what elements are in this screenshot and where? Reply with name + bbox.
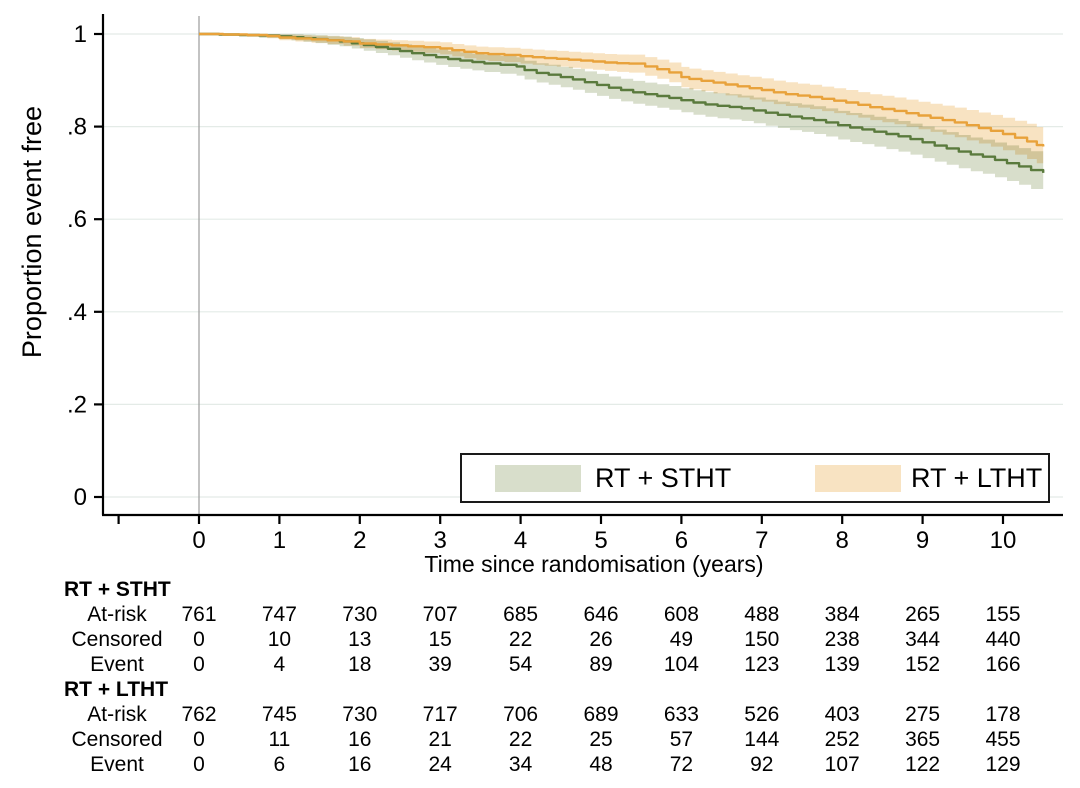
risk-table-value: 646: [566, 603, 636, 627]
risk-table-value: 455: [968, 728, 1038, 752]
risk-table-value: 16: [325, 753, 395, 777]
km-figure: 0.2.4.6.81012345678910 Proportion event …: [0, 0, 1080, 788]
risk-table-value: 25: [566, 728, 636, 752]
risk-table-value: 15: [405, 628, 475, 652]
risk-table-value: 0: [164, 728, 234, 752]
risk-table-value: 18: [325, 653, 395, 677]
y-tick-label: .2: [67, 391, 87, 418]
legend-label-ltht: RT + LTHT: [911, 455, 1042, 501]
x-tick-label: 5: [594, 527, 607, 554]
risk-table-value: 689: [566, 703, 636, 727]
risk-table-value: 0: [164, 753, 234, 777]
risk-table-value: 54: [486, 653, 556, 677]
risk-table-value: 92: [727, 753, 797, 777]
risk-table-value: 48: [566, 753, 636, 777]
risk-table-value: 706: [486, 703, 556, 727]
risk-table-value: 39: [405, 653, 475, 677]
risk-table-value: 21: [405, 728, 475, 752]
y-tick-label: .4: [67, 299, 87, 326]
risk-table-value: 6: [244, 753, 314, 777]
risk-table-value: 707: [405, 603, 475, 627]
legend-swatch-stht: [495, 465, 581, 492]
risk-table-value: 139: [807, 653, 877, 677]
risk-table-value: 717: [405, 703, 475, 727]
risk-table-value: 344: [888, 628, 958, 652]
risk-table-value: 57: [646, 728, 716, 752]
risk-table-value: 608: [646, 603, 716, 627]
risk-table-value: 761: [164, 603, 234, 627]
x-tick-label: 4: [514, 527, 527, 554]
risk-table-value: 440: [968, 628, 1038, 652]
risk-table-value: 166: [968, 653, 1038, 677]
y-tick-label: .8: [67, 114, 87, 141]
risk-table-value: 26: [566, 628, 636, 652]
risk-table-value: 152: [888, 653, 958, 677]
risk-table-value: 122: [888, 753, 958, 777]
risk-table-value: 89: [566, 653, 636, 677]
x-tick-label: 2: [353, 527, 366, 554]
risk-table-group-header: RT + LTHT: [64, 678, 168, 702]
x-tick-label: 9: [916, 527, 929, 554]
risk-table-value: 178: [968, 703, 1038, 727]
risk-table-value: 123: [727, 653, 797, 677]
legend: RT + STHT RT + LTHT: [460, 453, 1050, 503]
x-tick-label: 8: [836, 527, 849, 554]
risk-table-value: 107: [807, 753, 877, 777]
risk-table-group-header: RT + STHT: [64, 578, 171, 602]
risk-table-value: 252: [807, 728, 877, 752]
risk-table-value: 745: [244, 703, 314, 727]
x-tick-label: 0: [192, 527, 205, 554]
risk-table-value: 150: [727, 628, 797, 652]
risk-table-value: 275: [888, 703, 958, 727]
risk-table-value: 238: [807, 628, 877, 652]
risk-table-value: 24: [405, 753, 475, 777]
y-tick-label: 0: [74, 484, 87, 511]
risk-table-value: 747: [244, 603, 314, 627]
risk-table-value: 104: [646, 653, 716, 677]
x-tick-label: 10: [990, 527, 1017, 554]
risk-table-value: 22: [486, 628, 556, 652]
risk-table-value: 13: [325, 628, 395, 652]
legend-swatch-ltht: [815, 465, 901, 492]
risk-table-value: 488: [727, 603, 797, 627]
y-tick-label: .6: [67, 206, 87, 233]
x-tick-label: 7: [755, 527, 768, 554]
risk-table-value: 685: [486, 603, 556, 627]
y-axis-title: Proportion event free: [12, 52, 52, 412]
risk-table-value: 526: [727, 703, 797, 727]
risk-table-value: 34: [486, 753, 556, 777]
y-tick-label: 1: [74, 21, 87, 48]
risk-table-value: 129: [968, 753, 1038, 777]
risk-table-value: 730: [325, 703, 395, 727]
risk-table-value: 11: [244, 728, 314, 752]
x-axis-title: Time since randomisation (years): [244, 551, 944, 577]
risk-table-value: 16: [325, 728, 395, 752]
risk-table-value: 762: [164, 703, 234, 727]
risk-table-value: 0: [164, 653, 234, 677]
risk-table-value: 155: [968, 603, 1038, 627]
risk-table-value: 0: [164, 628, 234, 652]
x-tick-label: 3: [434, 527, 447, 554]
risk-table-value: 384: [807, 603, 877, 627]
risk-table-value: 22: [486, 728, 556, 752]
risk-table-value: 144: [727, 728, 797, 752]
risk-table-value: 72: [646, 753, 716, 777]
x-tick-label: 1: [273, 527, 286, 554]
risk-table-value: 4: [244, 653, 314, 677]
risk-table-value: 265: [888, 603, 958, 627]
risk-table-value: 633: [646, 703, 716, 727]
legend-label-stht: RT + STHT: [595, 455, 731, 501]
risk-table-value: 49: [646, 628, 716, 652]
risk-table-value: 730: [325, 603, 395, 627]
risk-table-value: 10: [244, 628, 314, 652]
risk-table-value: 403: [807, 703, 877, 727]
risk-table-value: 365: [888, 728, 958, 752]
x-tick-label: 6: [675, 527, 688, 554]
